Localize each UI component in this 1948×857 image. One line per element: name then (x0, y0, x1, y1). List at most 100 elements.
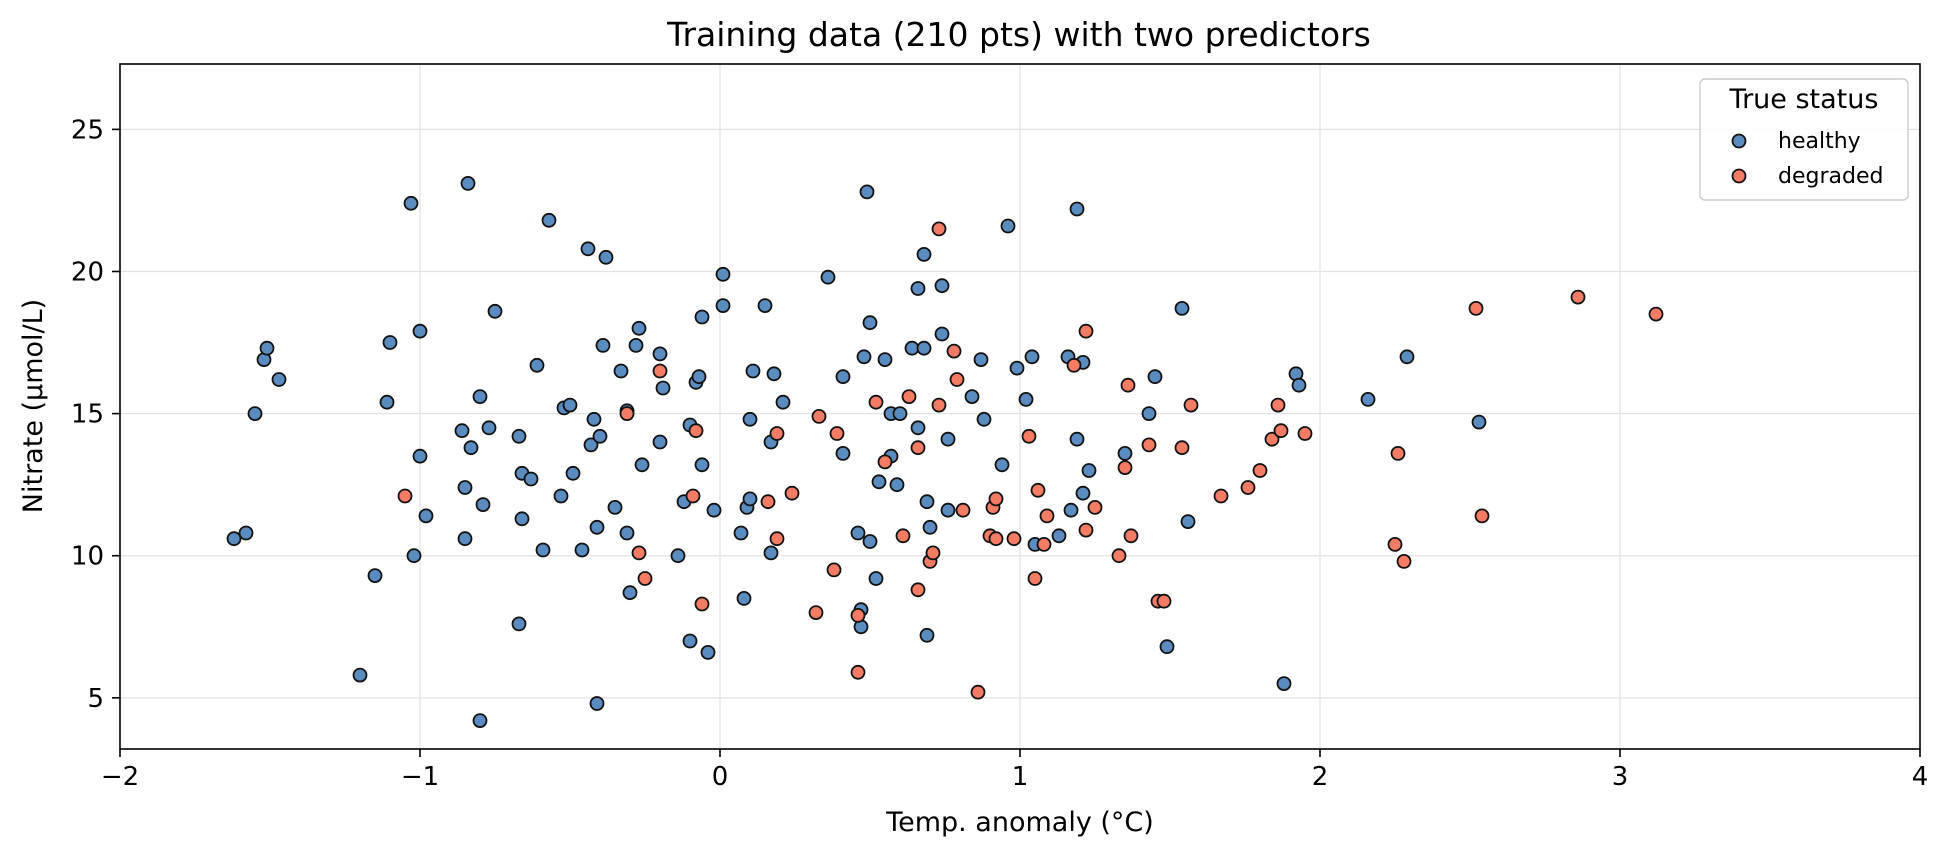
data-point-healthy (757, 298, 773, 314)
data-point-degraded (910, 582, 926, 598)
data-point-healthy (352, 667, 368, 683)
y-axis-title: Nitrate (µmol/L) (18, 299, 49, 513)
data-point-healthy (745, 363, 761, 379)
data-point-healthy (910, 281, 926, 296)
data-point-healthy (715, 266, 731, 282)
data-point-healthy (835, 445, 851, 461)
data-point-degraded (1297, 426, 1313, 441)
data-point-degraded (1078, 522, 1094, 538)
data-point-degraded (760, 494, 776, 510)
data-point-degraded (808, 605, 824, 620)
data-point-healthy (835, 369, 851, 385)
data-point-healthy (1360, 391, 1376, 407)
data-point-degraded (769, 531, 785, 547)
data-point-healthy (859, 184, 875, 200)
data-point-degraded (619, 406, 635, 422)
data-point-degraded (637, 571, 653, 586)
data-point-healthy (574, 542, 590, 558)
data-point-healthy (862, 534, 878, 549)
data-point-healthy (511, 616, 527, 632)
data-point-healthy (742, 411, 758, 427)
data-point-healthy (733, 525, 749, 541)
data-point-healthy (1159, 639, 1175, 655)
data-point-healthy (238, 525, 254, 541)
data-point-healthy (418, 508, 434, 524)
data-point-degraded (1066, 357, 1082, 373)
data-point-healthy (1276, 676, 1292, 691)
data-point-degraded (1030, 482, 1046, 498)
data-point-degraded (685, 488, 701, 504)
data-point-healthy (1180, 514, 1196, 529)
data-point-healthy (868, 571, 884, 586)
x-tick-label: −2 (101, 762, 139, 792)
data-point-degraded (931, 221, 947, 237)
data-point-healthy (940, 431, 956, 447)
data-point-healthy (973, 352, 989, 368)
data-point-degraded (769, 426, 785, 441)
data-point-degraded (925, 545, 941, 561)
data-point-degraded (1006, 531, 1022, 547)
data-point-healthy (535, 542, 551, 558)
data-point-healthy (877, 352, 893, 368)
data-point-degraded (1270, 397, 1286, 413)
data-point-degraded (970, 684, 986, 700)
data-point-healthy (736, 591, 752, 606)
data-point-healthy (763, 545, 779, 561)
data-point-healthy (994, 457, 1010, 473)
data-point-degraded (1468, 300, 1484, 316)
data-point-healthy (382, 335, 398, 350)
data-point-healthy (1063, 502, 1079, 518)
data-point-healthy (766, 366, 782, 382)
data-point-healthy (889, 477, 905, 493)
data-point-degraded (955, 502, 971, 518)
data-point-degraded (949, 372, 965, 387)
data-point-degraded (1183, 397, 1199, 413)
data-point-healthy (850, 525, 866, 541)
data-point-degraded (811, 408, 827, 424)
data-point-healthy (619, 525, 635, 541)
data-point-healthy (1069, 431, 1085, 447)
data-point-degraded (694, 596, 710, 612)
data-point-healthy (457, 480, 473, 495)
data-point-healthy (622, 585, 638, 601)
data-point-healthy (607, 499, 623, 515)
data-point-healthy (1147, 369, 1163, 385)
y-tick-label: 20 (71, 257, 104, 287)
data-point-degraded (895, 528, 911, 544)
legend-label-degraded: degraded (1778, 164, 1883, 189)
x-tick-label: 0 (712, 762, 729, 792)
data-point-healthy (1069, 201, 1085, 217)
legend: True status healthy degraded (1699, 78, 1909, 201)
legend-label-healthy: healthy (1778, 129, 1861, 154)
data-point-degraded (631, 545, 647, 561)
data-point-healthy (940, 502, 956, 518)
data-point-degraded (1474, 508, 1490, 524)
data-point-healthy (595, 337, 611, 353)
data-point-degraded (988, 531, 1004, 547)
data-point-healthy (454, 423, 470, 439)
data-point-healthy (1174, 300, 1190, 316)
data-point-healthy (1471, 414, 1487, 430)
y-tick-label: 5 (87, 684, 104, 714)
y-tick-label: 10 (71, 542, 104, 572)
data-point-healthy (514, 511, 530, 527)
data-point-healthy (916, 340, 932, 356)
data-point-degraded (397, 488, 413, 504)
data-point-healthy (871, 474, 887, 490)
data-point-healthy (652, 434, 668, 450)
data-point-healthy (922, 519, 938, 535)
data-point-degraded (1240, 480, 1256, 495)
data-point-healthy (910, 420, 926, 436)
data-point-healthy (565, 465, 581, 481)
data-point-degraded (1141, 437, 1157, 453)
x-axis: −2 −1 0 1 2 3 4 (101, 749, 1928, 792)
data-point-healthy (1024, 349, 1040, 365)
legend-marker-healthy (1731, 133, 1747, 149)
data-point-healthy (553, 488, 569, 504)
data-point-healthy (583, 437, 599, 453)
data-point-degraded (1021, 428, 1037, 444)
data-point-healthy (1018, 391, 1034, 407)
data-point-healthy (475, 497, 491, 513)
